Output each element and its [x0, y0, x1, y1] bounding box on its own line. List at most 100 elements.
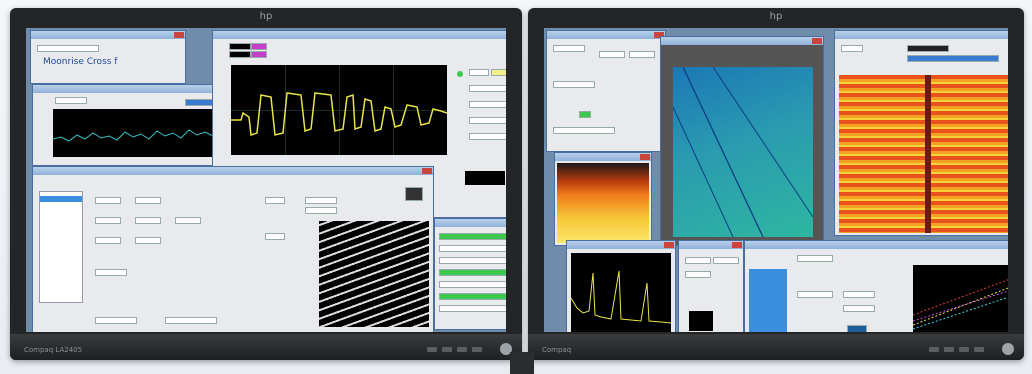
freq-trace — [570, 270, 672, 324]
spectrogram-plot — [839, 75, 1008, 233]
status-row — [439, 269, 506, 276]
close-icon[interactable] — [640, 154, 650, 160]
control[interactable] — [135, 237, 161, 244]
bezel: Compaq — [528, 334, 1024, 360]
close-icon[interactable] — [664, 242, 674, 248]
close-icon[interactable] — [812, 38, 822, 44]
model-label: Compaq — [542, 346, 572, 354]
control[interactable] — [797, 255, 833, 262]
table-window[interactable] — [434, 218, 506, 330]
close-icon[interactable] — [174, 32, 184, 38]
control-window[interactable] — [744, 240, 1008, 332]
control[interactable] — [229, 43, 251, 50]
heatmap-plot — [557, 163, 649, 243]
control[interactable] — [439, 305, 506, 312]
params-body — [681, 251, 741, 332]
control[interactable] — [469, 133, 506, 140]
title-bar[interactable] — [555, 153, 651, 161]
control[interactable] — [95, 217, 121, 224]
list-selected[interactable] — [40, 196, 82, 202]
table-body — [437, 229, 506, 327]
control[interactable] — [95, 317, 137, 324]
control[interactable] — [469, 101, 506, 108]
control[interactable] — [439, 281, 506, 288]
control[interactable] — [469, 85, 506, 92]
diagonal-plot — [672, 66, 814, 238]
control[interactable] — [797, 291, 833, 298]
control[interactable] — [491, 69, 506, 76]
control[interactable] — [439, 245, 506, 252]
control[interactable] — [165, 317, 217, 324]
logo-window[interactable]: Moonrise Cross f — [30, 30, 186, 84]
title-bar[interactable] — [547, 31, 665, 39]
title-bar[interactable] — [435, 219, 506, 227]
title-bar[interactable] — [745, 241, 1008, 249]
title-bar[interactable] — [567, 241, 675, 249]
close-icon[interactable] — [732, 242, 742, 248]
control[interactable] — [469, 117, 506, 124]
control[interactable] — [265, 233, 285, 240]
control[interactable] — [405, 187, 423, 201]
control[interactable] — [629, 51, 655, 58]
control[interactable] — [469, 69, 489, 76]
channel-list[interactable] — [39, 191, 83, 303]
monitor-buttons[interactable] — [427, 347, 482, 352]
control[interactable] — [553, 81, 595, 88]
title-bar[interactable] — [33, 167, 433, 175]
heatmap-window[interactable] — [554, 152, 652, 246]
control[interactable] — [439, 257, 506, 264]
close-icon[interactable] — [654, 32, 664, 38]
params-window[interactable] — [678, 240, 744, 332]
control[interactable] — [713, 257, 739, 264]
control[interactable] — [305, 197, 337, 204]
hp-logo-icon: hp — [769, 11, 783, 22]
spectrogram-window[interactable] — [834, 30, 1008, 236]
title-bar[interactable] — [31, 31, 185, 39]
control[interactable] — [907, 55, 999, 62]
control[interactable] — [251, 51, 267, 58]
title-bar[interactable] — [661, 37, 823, 45]
control[interactable] — [175, 217, 201, 224]
control[interactable] — [685, 271, 711, 278]
control[interactable] — [847, 325, 867, 332]
control[interactable] — [251, 43, 267, 50]
waterfall-plot — [319, 221, 429, 327]
control[interactable] — [95, 269, 127, 276]
diagonal-window[interactable] — [660, 36, 824, 246]
control[interactable] — [907, 45, 949, 52]
control[interactable] — [55, 97, 87, 104]
control[interactable] — [95, 237, 121, 244]
channel-list[interactable] — [749, 269, 787, 332]
settings-window[interactable] — [546, 30, 666, 152]
scope-trace — [231, 92, 447, 137]
center-band — [925, 75, 931, 233]
mini-plot — [689, 311, 713, 331]
control[interactable] — [553, 45, 585, 52]
freq-plot — [570, 253, 672, 332]
title-bar[interactable] — [213, 31, 506, 39]
control[interactable] — [135, 217, 161, 224]
left-monitor: hp Moonrise Cross f — [10, 8, 522, 360]
control[interactable] — [841, 45, 863, 52]
title-bar[interactable] — [835, 31, 1008, 39]
control[interactable] — [685, 257, 711, 264]
control[interactable] — [843, 305, 875, 312]
power-icon[interactable] — [500, 343, 512, 355]
control[interactable] — [843, 291, 875, 298]
control[interactable] — [37, 45, 99, 52]
main-window[interactable] — [32, 166, 434, 332]
control[interactable] — [305, 207, 337, 214]
control[interactable] — [599, 51, 625, 58]
freq-window[interactable] — [566, 240, 676, 332]
title-bar[interactable] — [679, 241, 743, 249]
scope-plot — [231, 65, 447, 155]
monitor-buttons[interactable] — [929, 347, 984, 352]
control[interactable] — [95, 197, 121, 204]
control[interactable] — [229, 51, 251, 58]
control[interactable] — [135, 197, 161, 204]
close-icon[interactable] — [422, 168, 432, 174]
control[interactable] — [265, 197, 285, 204]
control[interactable] — [553, 127, 615, 134]
logo-body: Moonrise Cross f — [33, 41, 183, 81]
power-icon[interactable] — [1002, 343, 1014, 355]
